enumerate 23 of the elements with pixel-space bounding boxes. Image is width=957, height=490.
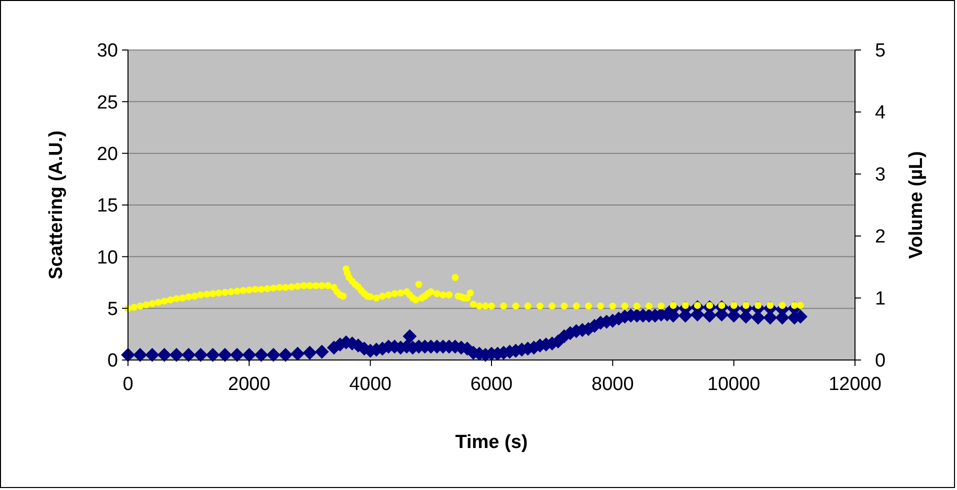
y-axis-title: Scattering (A.U.) [46,130,67,280]
x-tick-label: 0 [122,374,134,395]
y-tick-label: 10 [96,247,118,268]
y-tick-label: 30 [96,40,118,62]
x-tick-label: 8000 [592,374,634,395]
y-tick-label: 0 [107,350,118,372]
y-tick-label: 25 [96,92,118,114]
y2-tick-label: 3 [875,164,886,186]
x-tick-label: 12000 [828,374,882,395]
x-axis-title: Time (s) [455,432,528,453]
y-tick-label: 5 [107,298,118,320]
y-tick-label: 20 [96,144,118,165]
y2-tick-label: 0 [875,350,886,372]
x-tick-label: 4000 [349,374,392,395]
y2-tick-label: 1 [875,288,886,310]
y2-tick-label: 5 [875,40,886,62]
x-tick-label: 10000 [707,374,760,395]
y2-axis-title: Volume (µL) [906,151,927,259]
y-tick-label: 15 [96,196,118,217]
x-tick-label: 2000 [228,374,270,395]
x-tick-label: 6000 [470,374,513,395]
y2-tick-label: 2 [875,226,886,248]
y2-tick-label: 4 [875,102,886,124]
